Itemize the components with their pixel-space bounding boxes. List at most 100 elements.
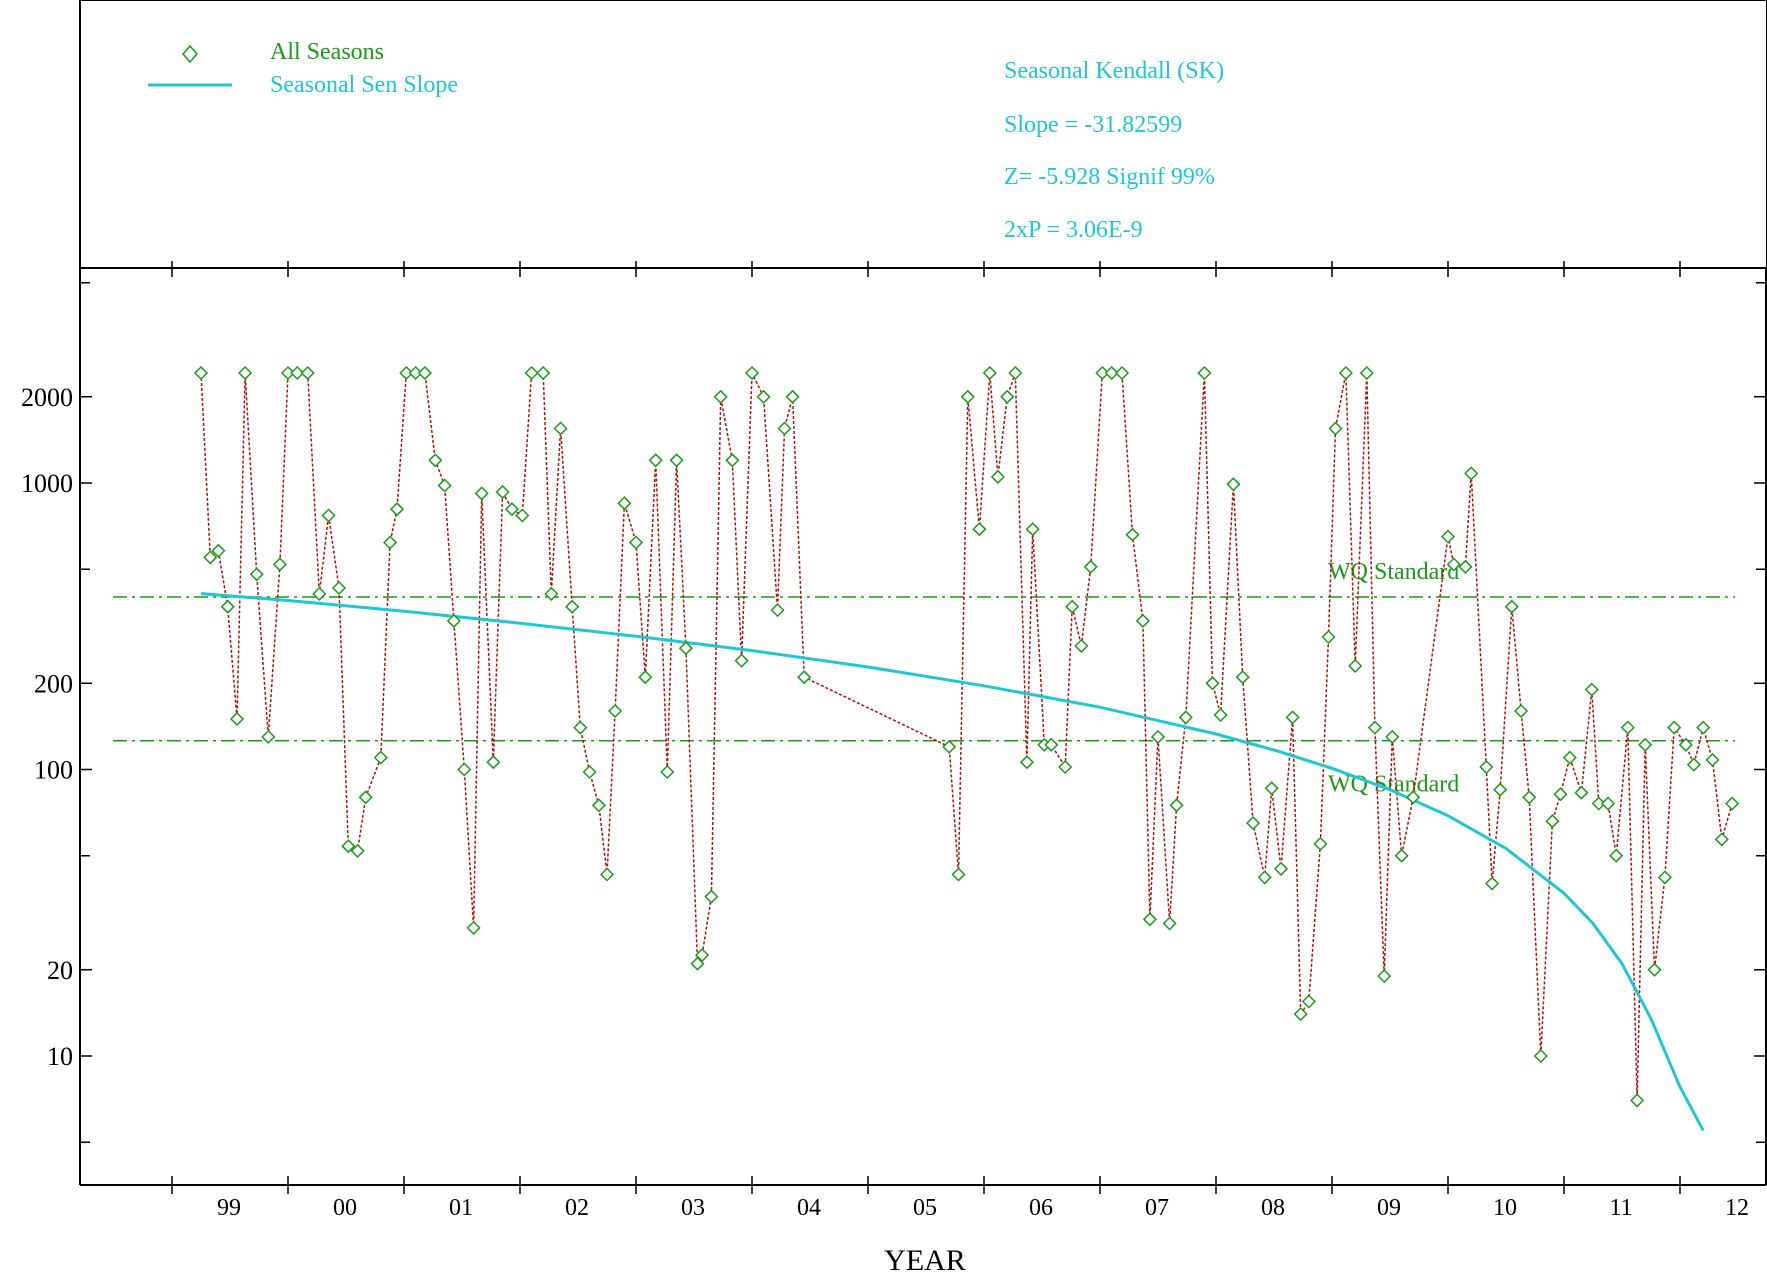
data-point-marker	[1584, 682, 1599, 697]
data-point-marker	[515, 508, 530, 523]
x-tick-label: 99	[217, 1195, 241, 1221]
data-point-marker	[1044, 737, 1059, 752]
data-point-marker	[358, 790, 373, 805]
data-point-marker	[1533, 1048, 1548, 1064]
data-point-marker	[744, 365, 760, 381]
data-point-marker	[437, 478, 452, 493]
axis-ticks	[80, 261, 1766, 1194]
stats-title: Seasonal Kendall (SK)	[1004, 58, 1224, 84]
x-tick-label: 08	[1261, 1195, 1285, 1221]
legend-label-sen-slope: Seasonal Sen Slope	[270, 72, 458, 98]
data-point-marker	[261, 729, 276, 744]
legend-label-all-seasons: All Seasons	[270, 39, 384, 65]
data-point-marker	[1058, 759, 1073, 775]
data-point-marker	[1406, 790, 1421, 805]
data-point-marker	[777, 421, 792, 436]
x-tick-label: 09	[1377, 1195, 1401, 1221]
data-point-marker	[1725, 796, 1740, 811]
data-point-marker	[272, 557, 287, 572]
x-tick-label: 11	[1609, 1195, 1632, 1221]
y-tick-label: 1000	[21, 469, 73, 498]
data-point-marker	[1657, 870, 1672, 885]
data-point-marker	[1630, 1093, 1645, 1108]
data-point-marker	[446, 613, 461, 628]
data-point-marker	[524, 365, 539, 381]
data-point-marker	[321, 508, 336, 523]
data-point-marker	[1104, 365, 1119, 381]
data-point-marker	[383, 535, 398, 550]
data-point-marker	[280, 365, 296, 381]
data-point-marker	[678, 641, 693, 656]
data-point-marker	[951, 867, 966, 882]
data-point-marker	[504, 502, 519, 517]
data-point-marker	[193, 365, 209, 381]
data-point-marker	[1162, 916, 1177, 931]
observations-connector	[200, 372, 1733, 1101]
data-point-marker	[1377, 969, 1392, 984]
data-point-marker	[1321, 629, 1336, 645]
data-point-marker	[1394, 848, 1409, 863]
data-point-marker	[1197, 365, 1212, 381]
data-point-marker	[544, 586, 559, 601]
data-point-marker	[1574, 785, 1589, 800]
data-point-marker	[1385, 729, 1400, 744]
x-tick-label: 07	[1145, 1195, 1169, 1221]
data-point-marker	[1479, 759, 1494, 775]
observation-markers	[193, 365, 1740, 1108]
data-point-marker	[300, 365, 315, 381]
data-point-marker	[1213, 707, 1228, 723]
data-point-marker	[608, 703, 623, 719]
data-point-marker	[1205, 676, 1220, 691]
data-point-marker	[797, 670, 812, 685]
data-point-marker	[990, 469, 1005, 484]
x-tick-labels: 99 00 01 02 03 04 05 06 07 08 09 10 11 12	[217, 1195, 1749, 1221]
data-point-marker	[220, 599, 235, 614]
data-point-marker	[536, 365, 551, 381]
y-tick-label: 20	[47, 956, 73, 985]
data-point-marker	[238, 365, 253, 381]
data-point-marker	[1000, 389, 1015, 404]
reference-line-label: WQ Standard	[1328, 559, 1459, 585]
x-tick-label: 03	[681, 1195, 705, 1221]
legend: All Seasons Seasonal Sen Slope	[148, 39, 458, 98]
data-point-marker	[960, 389, 975, 404]
legend-panel	[79, 0, 1767, 269]
x-tick-label: 00	[333, 1195, 357, 1221]
data-point-marker	[1446, 557, 1461, 572]
data-point-marker	[704, 889, 719, 904]
data-point-marker	[1678, 737, 1693, 752]
data-point-marker	[1273, 861, 1289, 876]
data-point-marker	[617, 496, 632, 511]
data-point-marker	[457, 762, 472, 777]
data-point-marker	[290, 365, 305, 381]
data-point-marker	[312, 586, 327, 601]
data-point-marker	[486, 755, 501, 770]
data-point-marker	[1440, 529, 1456, 544]
data-point-marker	[713, 389, 728, 404]
stats-p: 2xP = 3.06E-9	[1004, 217, 1143, 243]
data-point-marker	[1313, 836, 1328, 851]
trend-line	[200, 592, 1705, 1132]
y-tick-labels: 10 20 100 200 1000 2000	[21, 383, 73, 1071]
data-point-marker	[648, 453, 663, 468]
x-tick-label: 05	[913, 1195, 937, 1221]
data-point-marker	[249, 567, 264, 582]
data-point-marker	[428, 453, 443, 468]
data-point-marker	[1705, 752, 1720, 767]
data-point-marker	[1667, 720, 1682, 735]
data-point-marker	[1095, 365, 1110, 381]
x-tick-label: 12	[1725, 1195, 1749, 1221]
observation-line	[200, 372, 1733, 1101]
data-point-marker	[1065, 599, 1080, 614]
data-point-marker	[770, 603, 785, 618]
x-tick-label: 01	[449, 1195, 473, 1221]
data-point-marker	[1647, 962, 1662, 977]
y-tick-label: 2000	[21, 383, 73, 412]
data-point-marker	[341, 839, 356, 854]
data-point-marker	[1562, 750, 1577, 765]
y-tick-label: 10	[47, 1042, 73, 1071]
data-point-marker	[628, 535, 644, 550]
sen-slope-trend	[200, 592, 1705, 1132]
x-tick-label: 02	[565, 1195, 589, 1221]
